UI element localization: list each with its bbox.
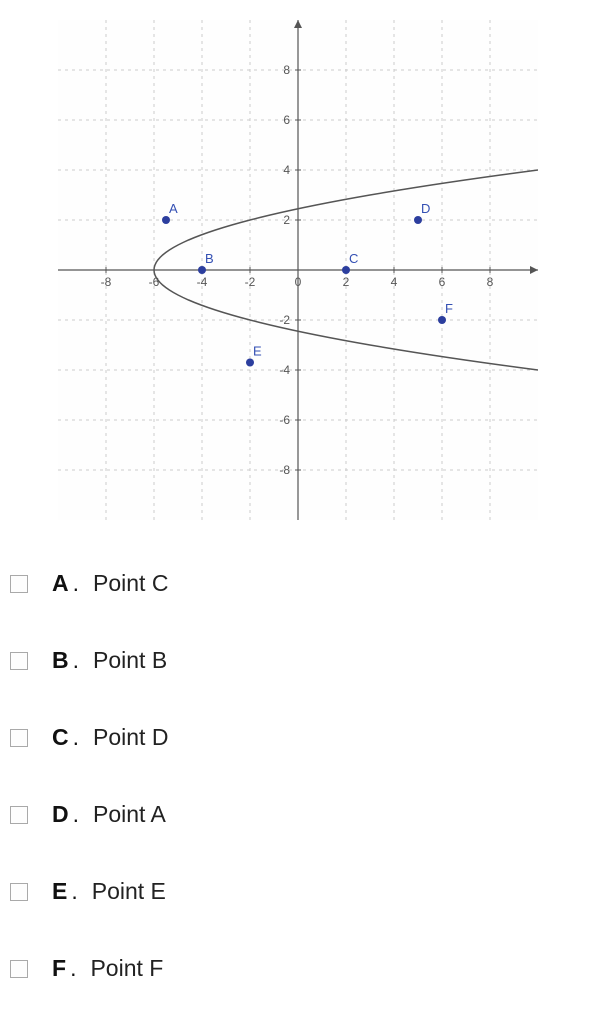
answer-options: A . Point C B . Point B C . Point D D . … [0, 530, 596, 982]
option-b: B . Point B [10, 647, 586, 674]
svg-text:-6: -6 [279, 413, 290, 427]
option-letter: A [52, 570, 69, 597]
checkbox-c[interactable] [10, 729, 28, 747]
option-d: D . Point A [10, 801, 586, 828]
option-dot: . [73, 724, 79, 751]
svg-text:2: 2 [283, 213, 290, 227]
option-text: Point A [93, 801, 166, 828]
option-text: Point B [93, 647, 167, 674]
svg-text:-8: -8 [101, 275, 112, 289]
svg-text:6: 6 [439, 275, 446, 289]
option-text: Point F [90, 955, 163, 982]
checkbox-d[interactable] [10, 806, 28, 824]
chart-svg: -8 -6 -4 -2 0 2 4 6 8 -8 -6 -4 -2 2 4 6 8 A B C D E F [58, 20, 538, 520]
svg-text:-8: -8 [279, 463, 290, 477]
chart-container: -8 -6 -4 -2 0 2 4 6 8 -8 -6 -4 -2 2 4 6 8 A B C D E F [0, 0, 596, 530]
option-e: E . Point E [10, 878, 586, 905]
option-text: Point C [93, 570, 168, 597]
option-text: Point E [92, 878, 166, 905]
option-letter: D [52, 801, 69, 828]
option-c: C . Point D [10, 724, 586, 751]
svg-text:8: 8 [283, 63, 290, 77]
option-letter: E [52, 878, 67, 905]
svg-text:8: 8 [487, 275, 494, 289]
svg-text:0: 0 [295, 275, 302, 289]
option-f: F . Point F [10, 955, 586, 982]
svg-text:C: C [349, 251, 358, 266]
option-letter: B [52, 647, 69, 674]
checkbox-a[interactable] [10, 575, 28, 593]
parabola-chart: -8 -6 -4 -2 0 2 4 6 8 -8 -6 -4 -2 2 4 6 8 A B C D E F [58, 20, 538, 520]
svg-text:-4: -4 [279, 363, 290, 377]
option-letter: F [52, 955, 66, 982]
svg-text:-2: -2 [245, 275, 256, 289]
svg-text:-6: -6 [149, 275, 160, 289]
svg-text:6: 6 [283, 113, 290, 127]
option-dot: . [73, 801, 79, 828]
option-dot: . [73, 647, 79, 674]
checkbox-f[interactable] [10, 960, 28, 978]
svg-text:-2: -2 [279, 313, 290, 327]
option-a: A . Point C [10, 570, 586, 597]
option-dot: . [70, 955, 76, 982]
svg-text:D: D [421, 201, 430, 216]
option-text: Point D [93, 724, 168, 751]
svg-text:F: F [445, 301, 453, 316]
svg-text:B: B [205, 251, 214, 266]
option-dot: . [73, 570, 79, 597]
svg-text:2: 2 [343, 275, 350, 289]
svg-text:-4: -4 [197, 275, 208, 289]
svg-text:4: 4 [391, 275, 398, 289]
option-dot: . [71, 878, 77, 905]
svg-text:E: E [253, 344, 262, 359]
checkbox-b[interactable] [10, 652, 28, 670]
svg-text:A: A [169, 201, 178, 216]
option-letter: C [52, 724, 69, 751]
checkbox-e[interactable] [10, 883, 28, 901]
svg-text:4: 4 [283, 163, 290, 177]
